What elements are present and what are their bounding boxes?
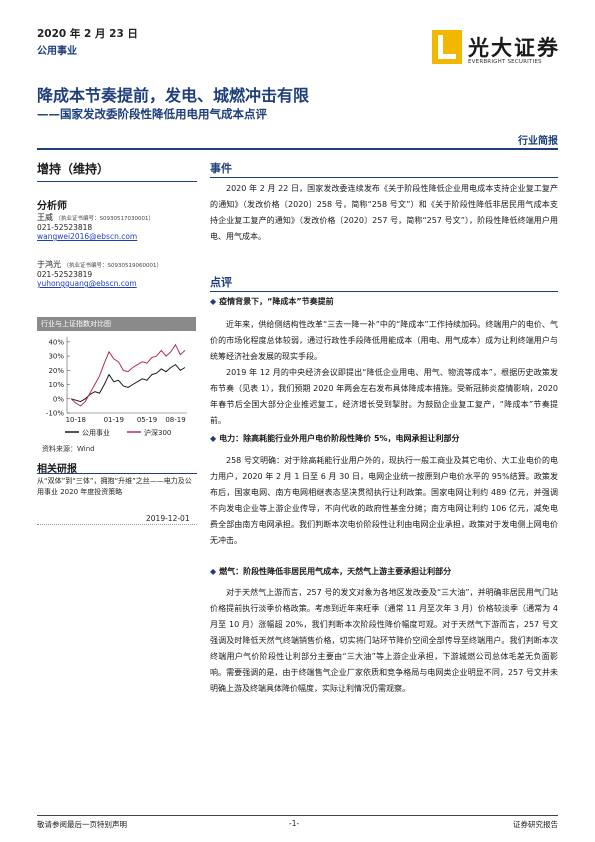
bullet-gas: ◆ 燃气：阶段性降低非居民用气成本，天然气上游主要承担让利部分 [210,567,452,576]
logo-cn-text: 光大证券 [468,36,560,60]
report-subtitle: ——国家发改委阶段性降低用电用气成本点评 [37,107,267,121]
related-divider [37,473,197,474]
y-tick-label: 0% [53,395,64,403]
page-number: -1- [289,819,300,828]
index-comparison-chart: -10% 0% 10% 20% 30% 40% 10-18 01-19 05-19 08-19 公用… [37,331,196,443]
x-tick-label: 10-18 [66,416,86,424]
chart-title: 行业与上证指数对比图 [37,317,196,331]
comment-divider [210,291,558,292]
analyst-block-1: 王威 （执业证书编号：S0930517030001） 021-52523818 … [37,212,202,241]
bullet-electricity: ◆ 电力：除高耗能行业外用户电价阶段性降价 5%，电网承担让利部分 [210,434,460,443]
doc-type-label: 行业简报 [518,136,558,147]
comment-paragraph-1: 近年来，供给侧结构性改革“三去一降一补”中的“降成本”工作持续加码。终端用户的电… [210,320,558,361]
report-date: 2020 年 2 月 23 日 [37,28,138,40]
comment-heading: 点评 [210,276,232,289]
legend-label: 公用事业 [82,428,110,437]
series-line-2 [70,343,186,407]
diamond-bullet-icon: ◆ [210,567,217,576]
sector-label: 公用事业 [37,46,77,57]
y-tick-label: 30% [48,353,64,361]
x-tick-label: 05-19 [137,416,157,424]
legend-label: 沪深300 [144,428,171,437]
analyst-block-2: 于鸿光 （执业证书编号：S0930519060001） 021-52523819… [37,259,202,288]
diamond-bullet-icon: ◆ [210,297,217,306]
report-title: 降成本节奏提前，发电、城燃冲击有限 [37,86,310,105]
logo-mark-icon [432,30,462,64]
chart-svg: -10% 0% 10% 20% 30% 40% 10-18 01-19 05-19 08-19 公用… [46,337,187,437]
comment-paragraph-2: 2019 年 12 月的中央经济会议即提出“降低企业用电、用气、物流等成本”，根… [210,368,558,425]
related-bottom-divider [37,524,197,525]
rating-divider [37,181,197,182]
broker-logo: 光大证券 EVERBRIGHT SECURITIES [432,30,562,72]
footer-report-type: 证券研究报告 [513,820,558,829]
analyst-name: 王威 [37,213,53,222]
bullet-epidemic: ◆ 疫情背景下，“降成本”节奏提前 [210,297,334,306]
related-report-date: 2019-12-01 [146,514,190,523]
y-tick-label: 10% [48,381,64,389]
analyst-phone: 021-52523818 [37,223,93,232]
event-heading: 事件 [210,162,232,175]
analyst-email-link[interactable]: yuhongguang@ebscn.com [37,279,137,288]
header-divider [37,148,558,150]
comment-paragraph-4: 对于天然气上游而言，257 号的发文对象为各地区发改委及“三大油”，并明确非居民… [210,588,558,693]
diamond-bullet-icon: ◆ [210,434,217,443]
footer-disclaimer: 敬请参阅最后一页特别声明 [37,820,127,829]
footer-divider [37,815,558,816]
logo-en-text: EVERBRIGHT SECURITIES [468,59,542,65]
x-tick-label: 08-19 [165,416,185,424]
event-divider [210,177,558,178]
x-tick-label: 01-19 [104,416,124,424]
analyst-cert: （执业证书编号：S0930517030001） [55,216,155,222]
related-heading: 相关研报 [37,464,77,475]
y-tick-label: 20% [48,367,64,375]
chart-source: 资料来源：Wind [42,445,95,453]
series-line-1 [70,363,186,403]
analyst-cert: （执业证书编号：S0930519060001） [63,263,163,269]
rating-label: 增持（维持） [37,162,110,176]
analyst-name: 于鸿光 [37,260,61,269]
event-paragraph: 2020 年 2 月 22 日，国家发改委连续发布《关于阶段性降低企业用电成本支… [210,184,558,241]
related-report-link[interactable]: 从“双体”到“三体”，拥抱“升维”之丝——电力及公用事业 2020 年度投资策略 [37,477,192,496]
analyst-email-link[interactable]: wangwei2016@ebscn.com [37,232,138,241]
y-tick-label: -10% [46,410,64,418]
comment-paragraph-3: 258 号文明确：对于除高耗能行业用户外的，现执行一般工商业及其它电价、大工业电… [210,456,558,545]
analyst-heading: 分析师 [37,201,67,212]
analyst-phone: 021-52523819 [37,270,93,279]
y-tick-label: 40% [48,338,64,346]
